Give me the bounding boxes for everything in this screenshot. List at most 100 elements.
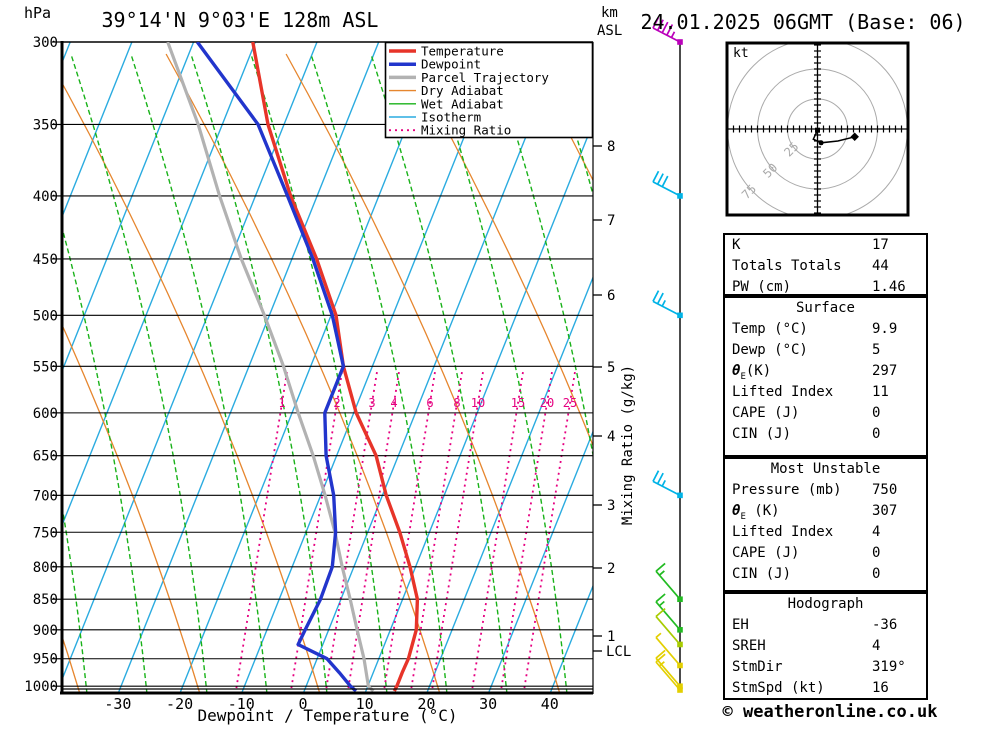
barb-half-feather bbox=[658, 570, 665, 576]
stats-label: EH bbox=[732, 617, 749, 633]
barb-stem bbox=[652, 181, 681, 197]
km-tick-label: 5 bbox=[607, 360, 615, 376]
pressure-tick-label: 750 bbox=[33, 525, 58, 541]
stats-label: CIN (J) bbox=[732, 566, 792, 582]
hodograph-trace-end-marker bbox=[850, 132, 859, 142]
legend-label: Mixing Ratio bbox=[421, 123, 511, 138]
mixing-ratio-line bbox=[234, 369, 289, 694]
stats-label: Lifted Index bbox=[732, 384, 834, 400]
km-tick-label: 4 bbox=[607, 429, 615, 445]
stats-value: 297 bbox=[872, 363, 898, 379]
stats-label: PW (cm) bbox=[732, 279, 792, 295]
isotherms-group bbox=[62, 42, 593, 694]
km-axis: 8 7 6 5 4 3 2 1 bbox=[593, 139, 615, 652]
stats-section-surface: Surface Temp (°C) 9.9 Dewp (°C) 5 θE(K) 297 Lif… bbox=[723, 296, 928, 457]
mixing-ratio-label: 20 bbox=[540, 396, 554, 410]
pressure-tick-label: 550 bbox=[33, 359, 58, 375]
x-axis-title: Dewpoint / Temperature (°C) bbox=[197, 706, 458, 725]
wind-barb bbox=[655, 632, 683, 669]
lcl-label: LCL bbox=[606, 644, 632, 660]
temperature-tick-label: -20 bbox=[166, 695, 193, 713]
wet-adiabat-line bbox=[190, 53, 328, 694]
chart-title: 39°14'N 9°03'E 128m ASL bbox=[101, 8, 379, 32]
stats-label: CIN (J) bbox=[732, 426, 792, 442]
barb-feather bbox=[656, 173, 664, 185]
stats-value: 319° bbox=[872, 659, 906, 675]
temperature-tick-label: -10 bbox=[228, 695, 255, 713]
pressure-tick-label: 900 bbox=[33, 623, 58, 639]
pressure-tick-label: 950 bbox=[33, 652, 58, 668]
stats-row: θE(K) 297 bbox=[725, 361, 926, 382]
temperature-tick-label: -30 bbox=[104, 695, 131, 713]
wind-barb bbox=[655, 593, 683, 633]
wind-barb bbox=[655, 562, 683, 603]
stats-row: StmDir 319° bbox=[725, 657, 926, 678]
mixing-ratio-line bbox=[324, 369, 379, 694]
stats-row: EH -36 bbox=[725, 615, 926, 636]
wet-adiabat-line bbox=[550, 53, 593, 198]
copyright: © weatheronline.co.uk bbox=[722, 702, 938, 722]
isotherm-line bbox=[62, 42, 256, 528]
parcel-trajectory-curve bbox=[166, 42, 375, 693]
barb-feather bbox=[655, 562, 666, 572]
mixing-ratio-line bbox=[430, 369, 485, 694]
temperature-axis-labels: -30 -20 -10 0 10 20 30 40 bbox=[104, 695, 558, 713]
legend-label: Dry Adiabat bbox=[421, 83, 504, 98]
stats-value: 9.9 bbox=[872, 321, 898, 337]
barb-stem bbox=[652, 27, 681, 43]
barb-half-feather bbox=[658, 600, 665, 607]
legend-label: Isotherm bbox=[421, 110, 481, 125]
temperature-tick-label: 0 bbox=[298, 695, 307, 713]
mixing-ratio-label: 15 bbox=[511, 396, 525, 410]
stats-row: Totals Totals 44 bbox=[725, 256, 926, 277]
barb-stem bbox=[655, 570, 681, 600]
stats-row: K 17 bbox=[725, 235, 926, 256]
stats-section-hodograph: Hodograph EH -36 SREH 4 StmDir 319° StmSpd (kt)… bbox=[723, 592, 928, 700]
datetime-label: 24.01.2025 06GMT (Base: 06) bbox=[640, 10, 966, 34]
dewpoint-curve bbox=[195, 42, 358, 693]
stats-value: 0 bbox=[872, 405, 881, 421]
stats-section-most-unstable: Most Unstable Pressure (mb) 750 θE (K) 307 Li… bbox=[723, 457, 928, 592]
mixing-ratio-label: 8 bbox=[453, 396, 460, 410]
stats-value: 0 bbox=[872, 545, 881, 561]
temperature-tick-label: 40 bbox=[541, 695, 559, 713]
barb-level-dot bbox=[677, 39, 683, 45]
plot-background bbox=[62, 42, 593, 694]
mixing-ratio-line bbox=[346, 369, 401, 694]
stats-value: 4 bbox=[872, 638, 881, 654]
km-tick-label: 3 bbox=[607, 498, 615, 514]
mixing-ratio-labels: 1 2 3 4 6 8 10 15 20 25 bbox=[278, 396, 577, 410]
wind-barb-staff bbox=[652, 16, 683, 693]
stats-value: 16 bbox=[872, 680, 889, 696]
wet-adiabat-line bbox=[430, 53, 568, 694]
legend-label: Temperature bbox=[421, 44, 504, 59]
stats-value: 4 bbox=[872, 524, 881, 540]
km-tick-label: 7 bbox=[607, 213, 615, 229]
stats-row: Temp (°C) 9.9 bbox=[725, 319, 926, 340]
mixing-ratio-axis-title: Mixing Ratio (g/kg) bbox=[620, 364, 636, 526]
barb-stem bbox=[655, 661, 681, 691]
mixing-ratio-label: 6 bbox=[426, 396, 433, 410]
legend-label: Wet Adiabat bbox=[421, 96, 504, 111]
barb-feather bbox=[656, 472, 664, 485]
stats-value: -36 bbox=[872, 617, 898, 633]
barb-level-dot bbox=[677, 683, 683, 689]
altitude-ref-label: ASL bbox=[597, 23, 623, 39]
stats-label: Totals Totals bbox=[732, 258, 842, 274]
barb-half-feather bbox=[655, 632, 662, 639]
barb-stem bbox=[652, 300, 681, 317]
barb-feather bbox=[661, 175, 669, 188]
hodograph-box bbox=[725, 41, 910, 217]
isotherm-line bbox=[117, 42, 380, 694]
stats-value: 44 bbox=[872, 258, 889, 274]
barb-level-dot bbox=[677, 193, 683, 199]
isotherm-line bbox=[240, 42, 503, 694]
mixing-ratio-line bbox=[499, 369, 554, 694]
stats-row: CAPE (J) 0 bbox=[725, 403, 926, 424]
stats-value: 750 bbox=[872, 482, 898, 498]
barb-stem bbox=[655, 636, 681, 667]
stats-section-title: Hodograph bbox=[787, 596, 864, 612]
wet-adiabat-line bbox=[70, 53, 208, 694]
stats-section-title: Most Unstable bbox=[770, 461, 881, 477]
